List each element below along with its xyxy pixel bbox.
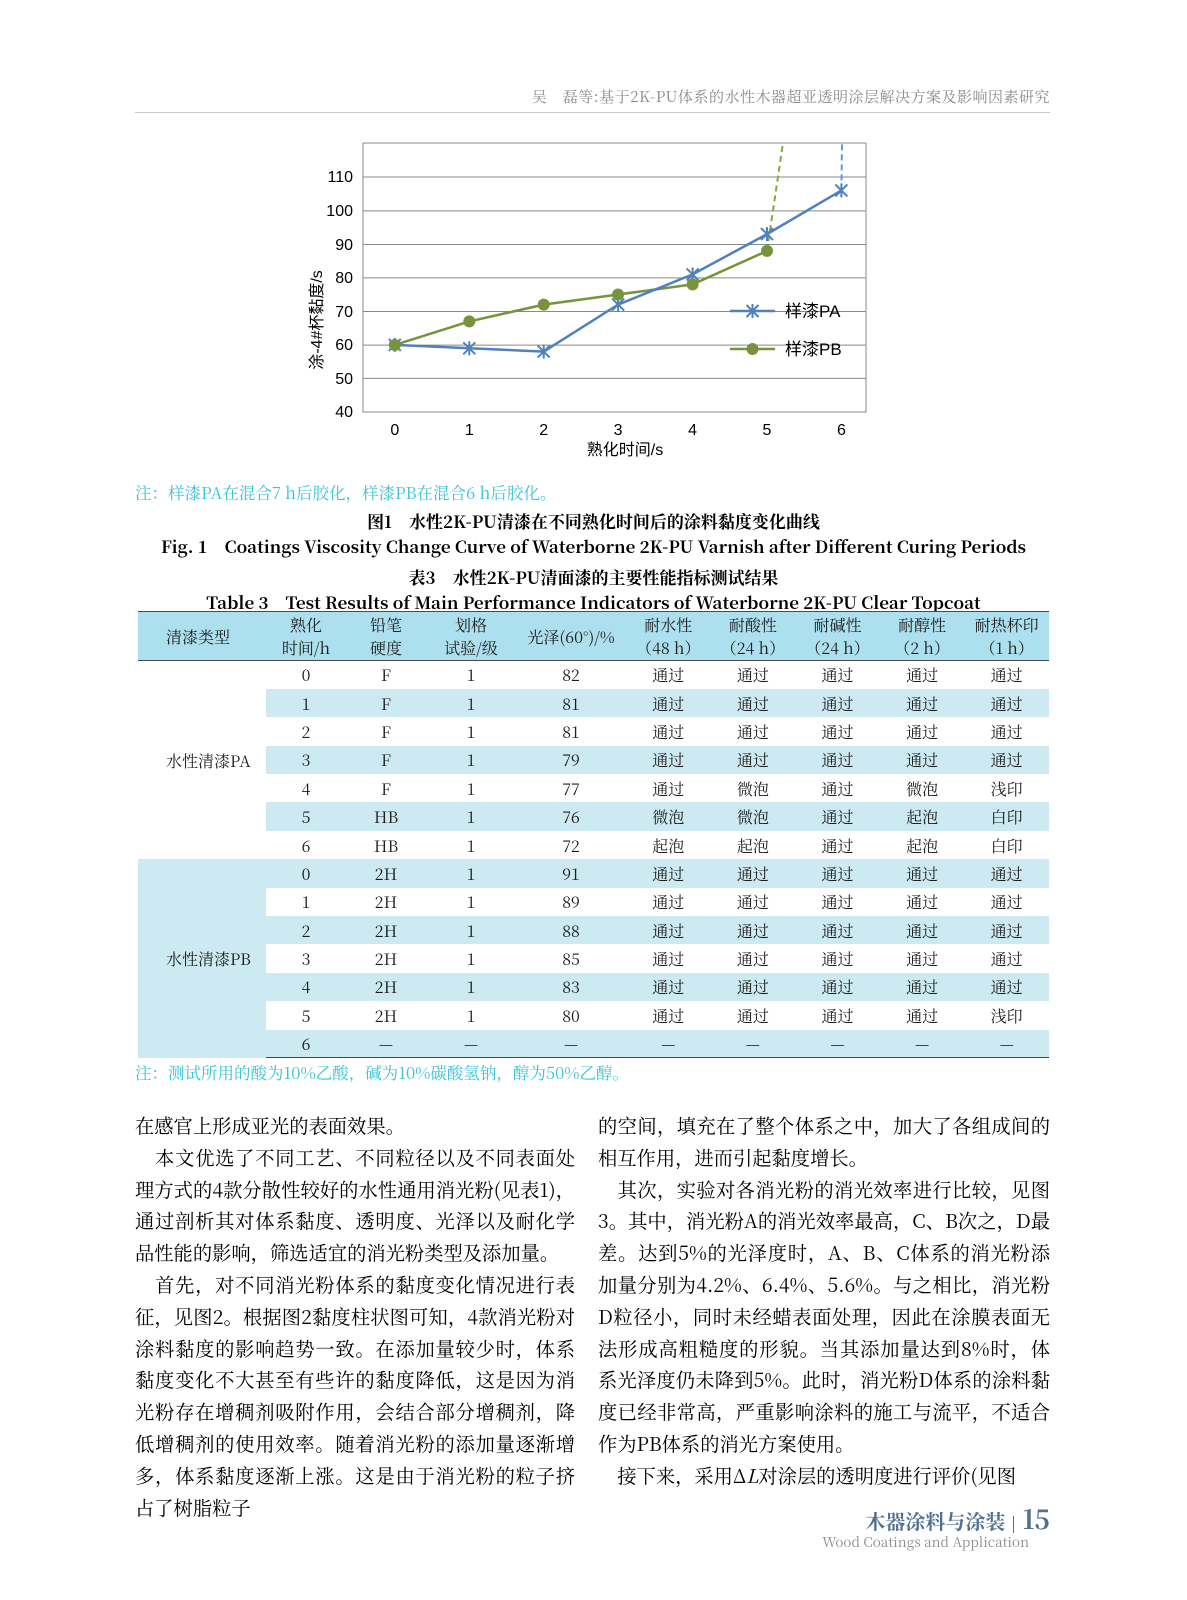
svg-text:2: 2 [539,422,548,439]
svg-text:80: 80 [335,270,353,287]
svg-text:涂-4#杯黏度/s: 涂-4#杯黏度/s [308,270,326,370]
svg-text:5: 5 [763,422,772,439]
svg-text:40: 40 [335,404,353,421]
svg-text:4: 4 [688,422,697,439]
svg-text:3: 3 [614,422,623,439]
svg-text:100: 100 [326,203,353,220]
svg-text:熟化时间/s: 熟化时间/s [587,441,663,459]
svg-text:70: 70 [335,304,353,321]
svg-text:6: 6 [837,422,846,439]
svg-text:0: 0 [390,422,399,439]
svg-text:50: 50 [335,371,353,388]
svg-text:样漆PA: 样漆PA [785,302,841,321]
svg-text:样漆PB: 样漆PB [785,340,842,359]
svg-text:1: 1 [465,422,474,439]
svg-text:110: 110 [327,169,353,186]
svg-text:60: 60 [335,337,353,354]
svg-text:90: 90 [335,237,353,254]
